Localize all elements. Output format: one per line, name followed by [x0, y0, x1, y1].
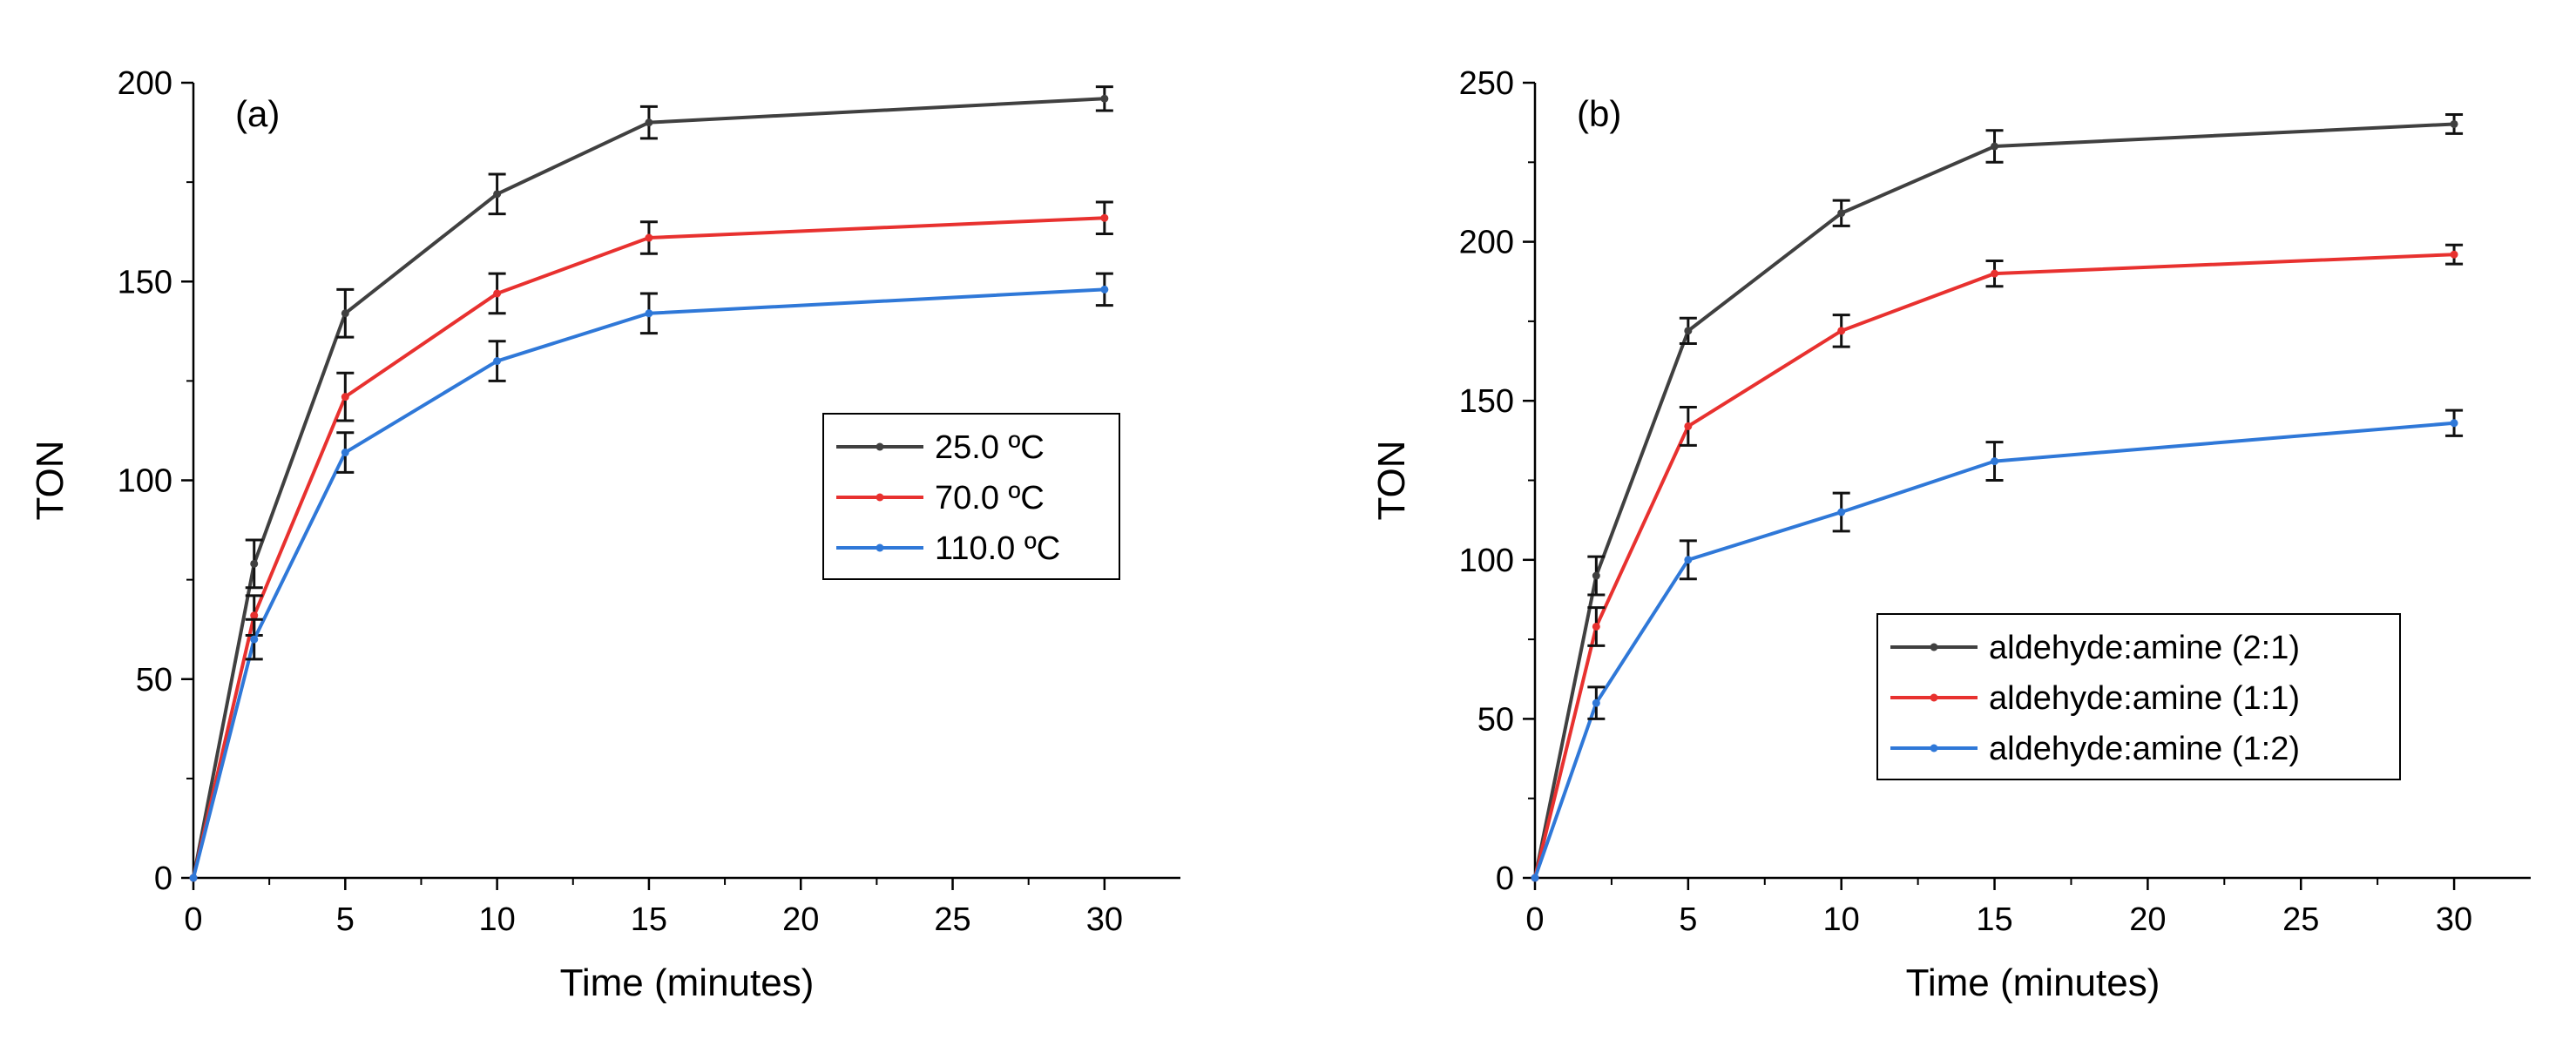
- legend-entry: 25.0 ºC: [935, 429, 1045, 466]
- data-point: [1837, 327, 1846, 335]
- x-tick-label: 15: [631, 901, 667, 938]
- data-point: [1100, 94, 1109, 103]
- data-point: [1837, 508, 1846, 516]
- x-tick-label: 15: [1976, 901, 2012, 938]
- x-tick-label: 0: [184, 901, 202, 938]
- chart-panel-b: 0 5 10 15 20 25 30 0 50 100 150 200 250 Time (minutes…: [1370, 65, 2531, 1004]
- series-line: [1533, 122, 2455, 879]
- series-3: [1531, 408, 2464, 882]
- x-axis-title: Time (minutes): [560, 962, 815, 1004]
- series-line: [192, 97, 1105, 879]
- y-axis-title: TON: [29, 440, 71, 520]
- data-point: [1684, 556, 1693, 564]
- data-point: [1100, 285, 1109, 294]
- series-2: [189, 200, 1113, 882]
- y-tick-label: 200: [1459, 225, 1514, 261]
- x-axis-title: Time (minutes): [1906, 962, 2160, 1004]
- data-point: [250, 559, 259, 568]
- x-tick-label: 10: [478, 901, 515, 938]
- data-point: [341, 393, 349, 402]
- y-tick-label: 100: [1459, 543, 1514, 579]
- legend-marker: [1930, 693, 1938, 702]
- legend-marker: [876, 493, 884, 502]
- y-tick-label: 200: [118, 65, 172, 102]
- x-tick-label: 0: [1525, 901, 1544, 938]
- x-tick-label: 5: [1679, 901, 1697, 938]
- y-axis-title: TON: [1370, 440, 1413, 520]
- x-tick-label: 30: [2436, 901, 2472, 938]
- panel-label: (b): [1577, 93, 1621, 134]
- x-tick-label: 5: [336, 901, 355, 938]
- legend-entry: aldehyde:amine (1:1): [1989, 680, 2300, 717]
- data-point: [493, 190, 502, 199]
- data-point: [1991, 269, 1999, 278]
- legend-marker: [1930, 643, 1938, 651]
- legend-marker: [1930, 744, 1938, 752]
- data-point: [645, 309, 653, 318]
- series-1: [189, 85, 1113, 882]
- y-tick-label: 100: [118, 463, 172, 500]
- data-point: [2450, 419, 2458, 428]
- legend-entry: 70.0 ºC: [935, 480, 1045, 516]
- y-tick-label: 50: [136, 662, 172, 698]
- y-tick-label: 50: [1477, 701, 1514, 738]
- legend: 25.0 ºC 70.0 ºC 110.0 ºC: [822, 413, 1120, 580]
- x-tick-label: 20: [782, 901, 819, 938]
- data-point: [1837, 209, 1846, 218]
- data-point: [341, 309, 349, 318]
- data-point: [250, 635, 259, 644]
- data-point: [1592, 571, 1600, 580]
- data-point: [1531, 874, 1539, 882]
- series-line: [1533, 253, 2455, 879]
- data-point: [1592, 698, 1600, 707]
- y-tick-label: 150: [1459, 383, 1514, 420]
- legend-marker: [876, 543, 884, 552]
- x-tick-label: 25: [2282, 901, 2319, 938]
- data-point: [250, 611, 259, 620]
- legend-entry: aldehyde:amine (1:2): [1989, 731, 2300, 767]
- y-tick-label: 0: [1496, 860, 1514, 897]
- data-point: [1991, 457, 1999, 466]
- y-tick-label: 0: [154, 860, 172, 897]
- x-tick-label: 30: [1086, 901, 1123, 938]
- legend-entry: 110.0 ºC: [935, 530, 1060, 567]
- x-tick-label: 20: [2129, 901, 2166, 938]
- x-tick-label: 25: [934, 901, 970, 938]
- data-point: [2450, 250, 2458, 259]
- series-line: [192, 216, 1105, 879]
- data-point: [645, 118, 653, 127]
- y-tick-label: 250: [1459, 65, 1514, 102]
- series-2: [1531, 243, 2464, 882]
- data-point: [341, 449, 349, 457]
- x-tick-label: 10: [1823, 901, 1860, 938]
- legend-entry: aldehyde:amine (2:1): [1989, 630, 2300, 666]
- legend: aldehyde:amine (2:1) aldehyde:amine (1:1)…: [1876, 613, 2401, 780]
- panel-label: (a): [235, 93, 280, 134]
- data-point: [1100, 213, 1109, 222]
- data-point: [189, 874, 198, 882]
- data-point: [1684, 327, 1693, 335]
- data-point: [2450, 119, 2458, 128]
- data-point: [493, 289, 502, 298]
- chart-panel-a: 0 5 10 15 20 25 30 0 50 100 150 200 Time (minutes) TO…: [29, 65, 1180, 1004]
- series-3: [189, 272, 1113, 882]
- data-point: [645, 233, 653, 242]
- series-line: [192, 287, 1105, 879]
- data-point: [1592, 622, 1600, 631]
- series-line: [1533, 421, 2455, 879]
- data-point: [493, 357, 502, 366]
- data-point: [1991, 142, 1999, 151]
- y-tick-label: 150: [118, 264, 172, 300]
- legend-marker: [876, 442, 884, 451]
- data-point: [1684, 422, 1693, 430]
